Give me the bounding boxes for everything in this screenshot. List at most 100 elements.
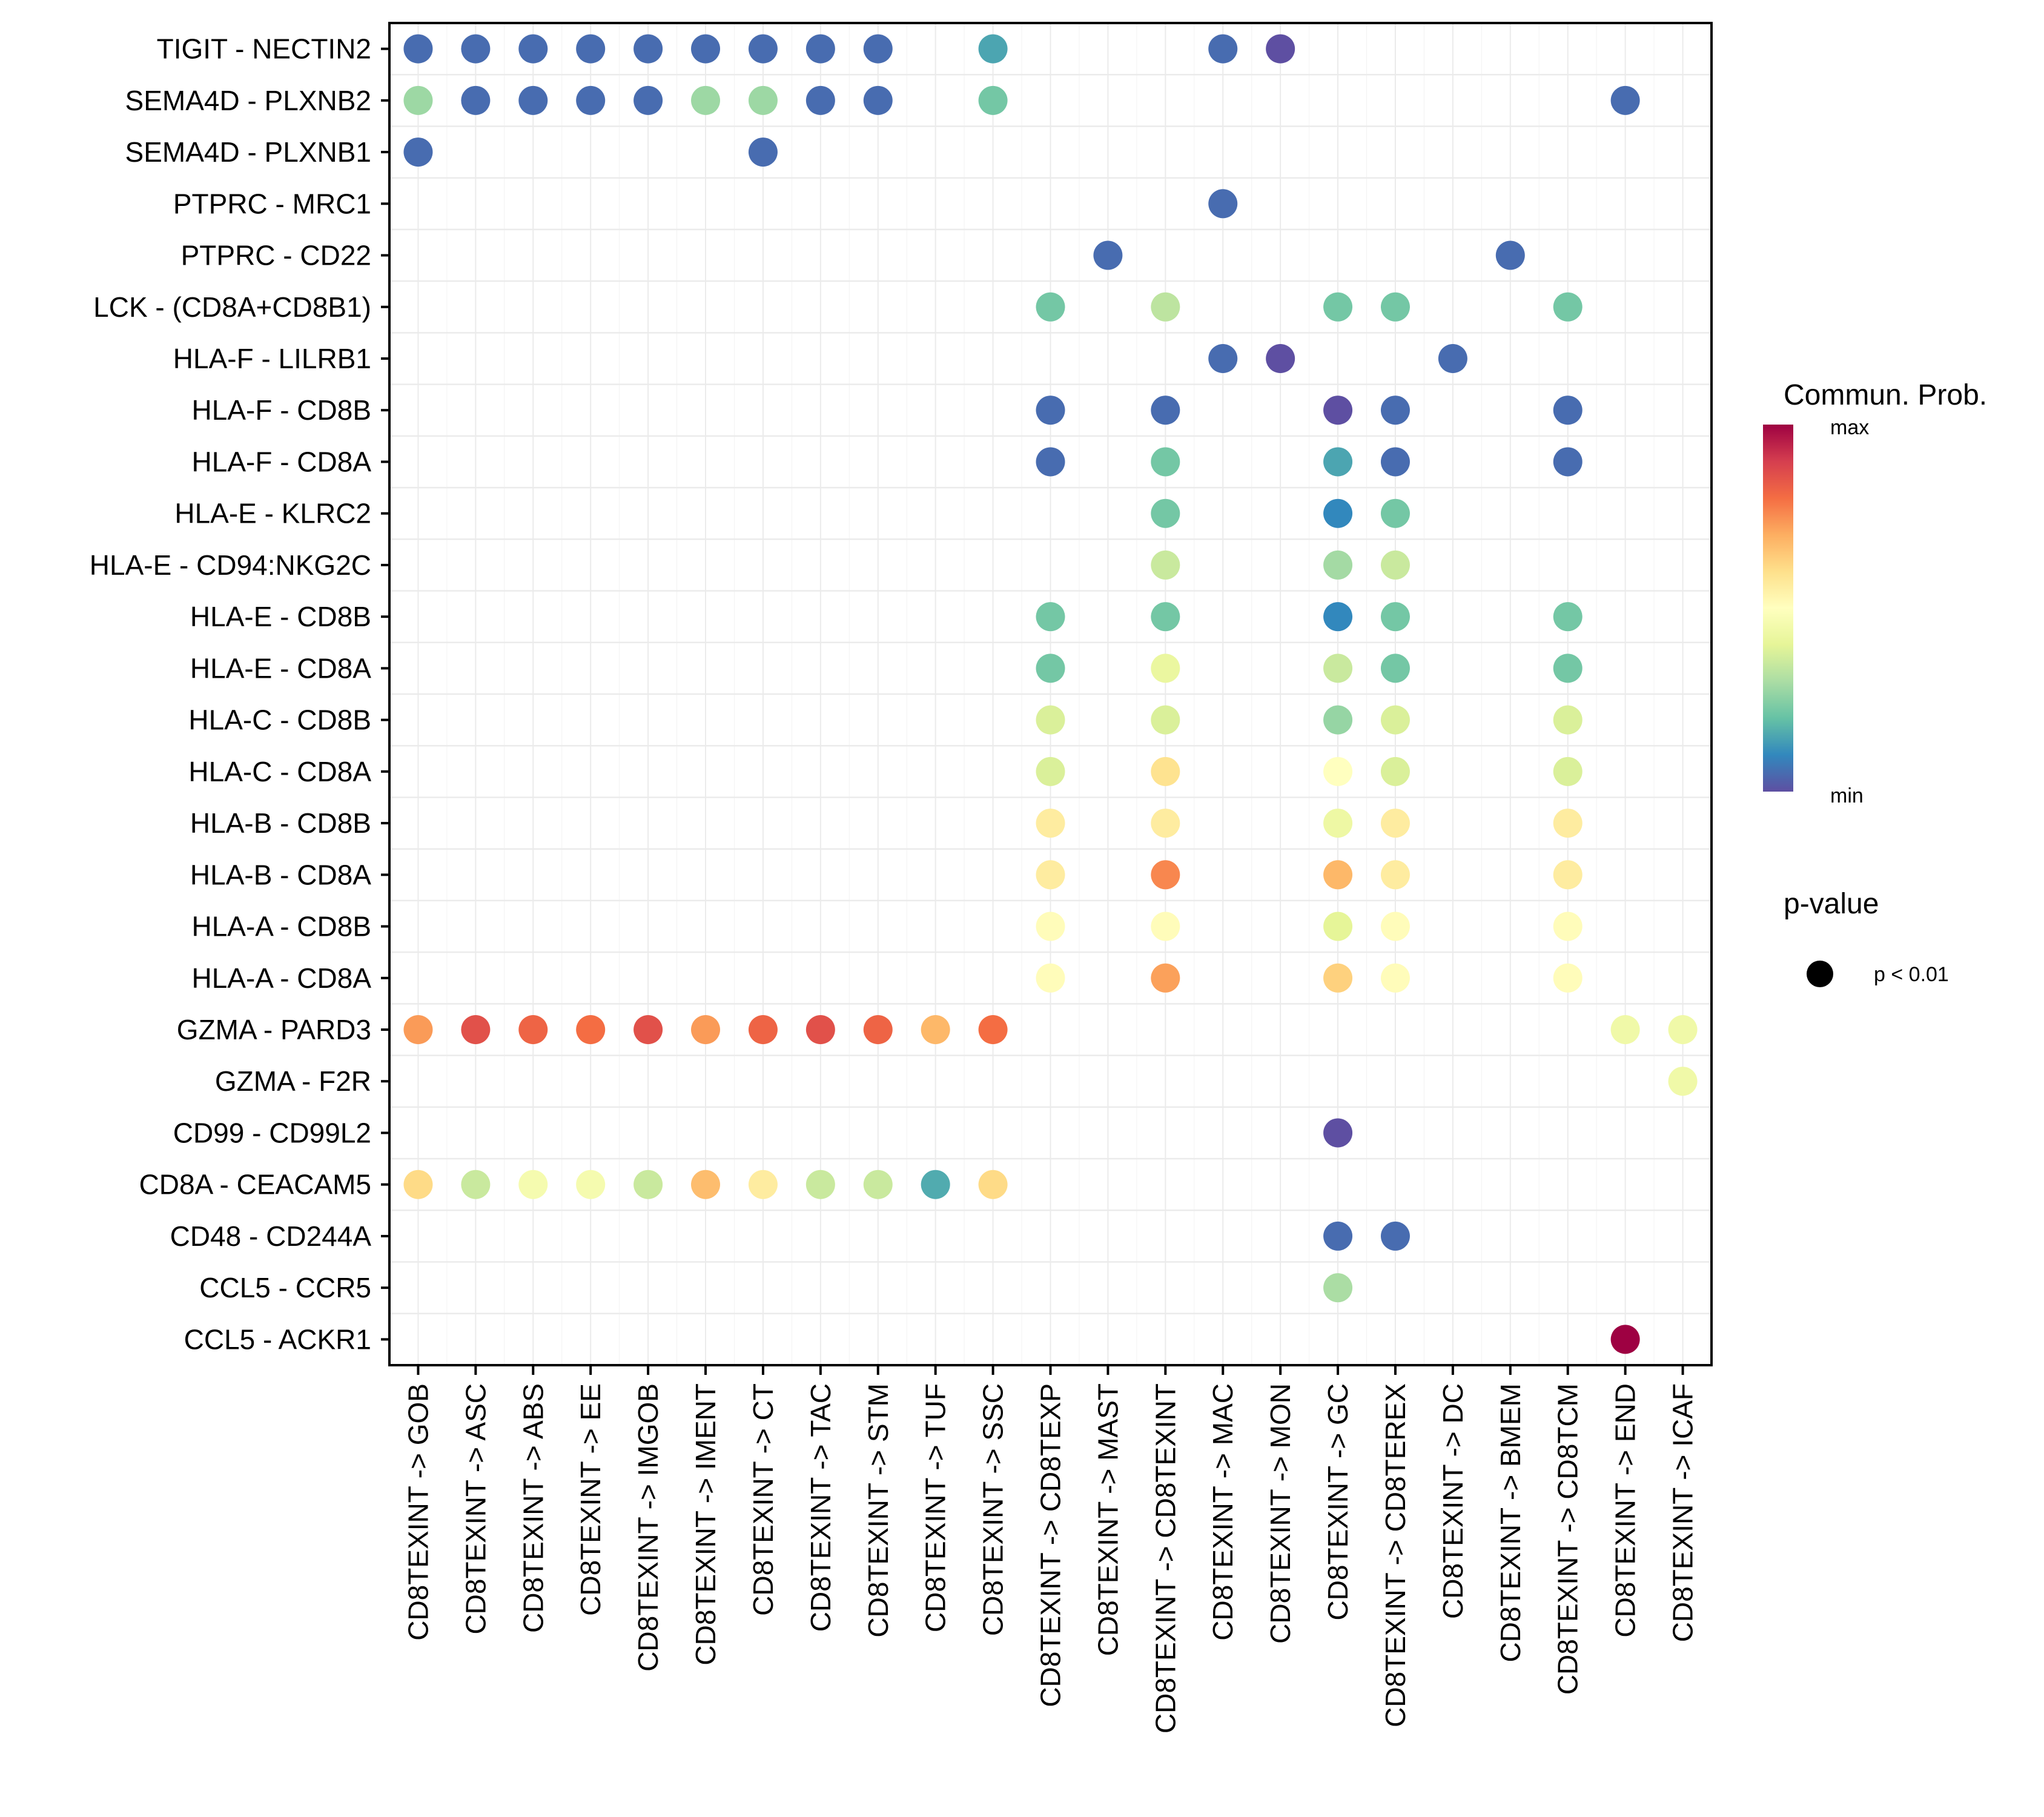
colorbar-min-label: min — [1830, 784, 1864, 807]
pvalue-legend-label: p < 0.01 — [1874, 963, 1949, 986]
data-point — [691, 85, 721, 115]
data-point — [1036, 963, 1065, 993]
data-point — [1323, 498, 1353, 528]
y-tick-label: GZMA - F2R — [215, 1065, 371, 1097]
x-tick-label: CD8TEXINT -> MON — [1265, 1383, 1296, 1644]
data-point — [518, 1170, 548, 1199]
data-point — [1610, 1015, 1640, 1044]
data-point — [1036, 809, 1065, 838]
data-point — [1553, 447, 1583, 477]
data-point — [1151, 912, 1180, 941]
data-point — [1266, 34, 1295, 64]
data-point — [1323, 396, 1353, 425]
data-point — [518, 85, 548, 115]
data-point — [1610, 1325, 1640, 1354]
data-point — [1151, 756, 1180, 786]
data-point — [1380, 292, 1410, 322]
data-point — [1380, 963, 1410, 993]
x-tick-label: CD8TEXINT -> STM — [862, 1383, 894, 1638]
data-point — [1380, 860, 1410, 890]
data-point — [1266, 344, 1295, 373]
data-point — [1208, 344, 1238, 373]
data-point — [1036, 756, 1065, 786]
data-point — [1151, 654, 1180, 683]
data-point — [461, 85, 491, 115]
data-point — [1323, 860, 1353, 890]
data-point — [1323, 705, 1353, 735]
data-point — [1380, 1221, 1410, 1251]
data-point — [461, 34, 491, 64]
data-point — [1380, 654, 1410, 683]
data-point — [863, 85, 893, 115]
x-tick-label: CD8TEXINT -> CD8TCM — [1552, 1383, 1584, 1695]
data-point — [1553, 912, 1583, 941]
y-tick-label: HLA-B - CD8A — [190, 859, 371, 890]
y-axis: TIGIT - NECTIN2 SEMA4D - PLXNB2 SEMA4D - P… — [90, 33, 389, 1355]
y-tick-label: CCL5 - ACKR1 — [184, 1323, 371, 1355]
data-point — [805, 1015, 835, 1044]
data-point — [1036, 912, 1065, 941]
data-point — [863, 1170, 893, 1199]
data-point — [1151, 550, 1180, 580]
data-point — [1553, 654, 1583, 683]
data-point — [403, 1170, 433, 1199]
data-point — [576, 85, 606, 115]
data-point — [1380, 809, 1410, 838]
data-point — [1151, 396, 1180, 425]
x-tick-label: CD8TEXINT -> ASC — [460, 1383, 491, 1635]
y-tick-label: HLA-C - CD8B — [188, 704, 371, 736]
data-point — [1323, 1221, 1353, 1251]
data-point — [1323, 809, 1353, 838]
data-point — [1323, 756, 1353, 786]
y-tick-label: HLA-B - CD8B — [190, 807, 371, 839]
data-point — [1208, 189, 1238, 219]
data-point — [863, 34, 893, 64]
data-point — [1380, 912, 1410, 941]
x-tick-label: CD8TEXINT -> GC — [1322, 1383, 1354, 1621]
data-point — [1380, 756, 1410, 786]
x-tick-label: CD8TEXINT -> SSC — [977, 1383, 1009, 1636]
pvalue-legend: p-value p < 0.01 — [1784, 888, 1949, 987]
y-tick-label: SEMA4D - PLXNB2 — [125, 85, 371, 116]
data-point — [1208, 34, 1238, 64]
colorbar-max-label: max — [1830, 416, 1869, 439]
data-point — [576, 1015, 606, 1044]
data-point — [1036, 396, 1065, 425]
colorbar-title: Commun. Prob. — [1784, 379, 1987, 411]
data-point — [1380, 447, 1410, 477]
data-point — [1553, 963, 1583, 993]
data-point — [403, 137, 433, 167]
y-tick-label: PTPRC - MRC1 — [173, 188, 371, 219]
data-point — [691, 34, 721, 64]
data-point — [1036, 292, 1065, 322]
data-point — [1553, 602, 1583, 632]
data-point — [978, 1170, 1008, 1199]
y-tick-label: HLA-A - CD8A — [191, 962, 371, 994]
data-point — [805, 1170, 835, 1199]
y-tick-label: HLA-F - CD8B — [192, 394, 371, 426]
data-point — [1553, 705, 1583, 735]
y-tick-label: HLA-A - CD8B — [191, 911, 371, 942]
data-point — [1553, 292, 1583, 322]
data-point — [748, 137, 778, 167]
data-point — [691, 1170, 721, 1199]
y-tick-label: HLA-C - CD8A — [188, 756, 371, 787]
x-tick-label: CD8TEXINT -> EE — [575, 1383, 606, 1616]
data-point — [1323, 602, 1353, 632]
data-point — [403, 34, 433, 64]
grid-lines — [389, 23, 1712, 1366]
x-tick-label: CD8TEXINT -> ABS — [517, 1383, 549, 1633]
data-point — [1323, 1273, 1353, 1303]
data-point — [1323, 1118, 1353, 1148]
data-point — [1323, 912, 1353, 941]
data-point — [633, 1015, 663, 1044]
data-point — [576, 1170, 606, 1199]
data-point — [1036, 447, 1065, 477]
data-point — [748, 1015, 778, 1044]
x-tick-label: CD8TEXINT -> TAC — [805, 1383, 836, 1632]
y-tick-label: HLA-F - LILRB1 — [173, 343, 371, 374]
x-tick-label: CD8TEXINT -> MAC — [1207, 1383, 1239, 1641]
x-tick-label: CD8TEXINT -> GOB — [402, 1383, 434, 1641]
data-point — [1093, 240, 1123, 270]
y-tick-label: CD48 - CD244A — [170, 1220, 372, 1252]
